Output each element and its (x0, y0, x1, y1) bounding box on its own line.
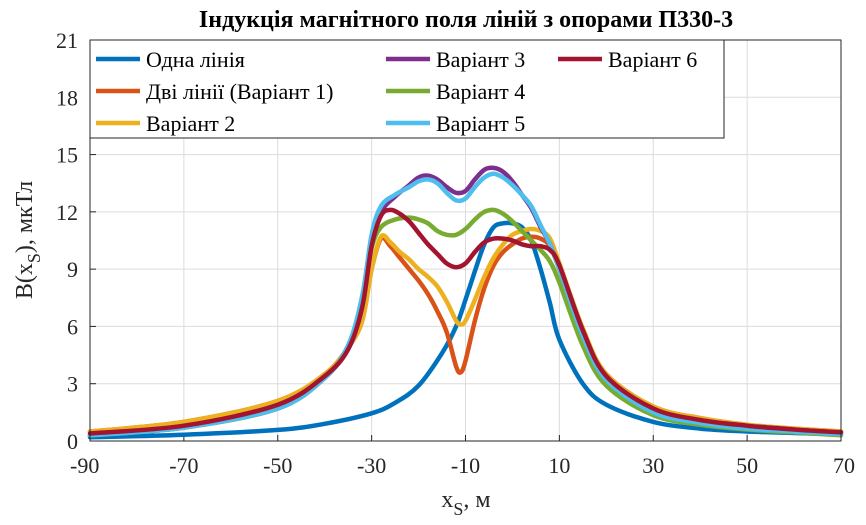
y-tick-label: 18 (56, 85, 78, 110)
legend: Одна лінія Дві лінії (Варіант 1) Варіант 2… (89, 39, 725, 139)
y-tick-label: 3 (67, 372, 78, 397)
series-layer (87, 165, 844, 440)
y-tick-label: 0 (67, 429, 78, 454)
y-tick-labels: 0 3 6 9 12 15 18 21 (56, 28, 78, 454)
x-tick-label: 10 (548, 453, 570, 478)
x-tick-label: -30 (357, 453, 386, 478)
y-tick-label: 9 (67, 257, 78, 282)
y-tick-label: 21 (56, 28, 78, 53)
x-tick-labels: -90 -70 -50 -30 -10 10 30 50 70 (70, 453, 855, 478)
x-tick-label: -10 (451, 453, 480, 478)
legend-label: Варіант 4 (436, 79, 525, 104)
x-axis-label: xS, м (441, 487, 490, 519)
x-tick-label: 70 (833, 453, 855, 478)
x-tick-label: 30 (642, 453, 664, 478)
legend-label: Одна лінія (146, 47, 245, 72)
y-tick-label: 6 (67, 314, 78, 339)
y-axis-label: B(xS), мкТл (12, 181, 44, 299)
legend-label: Дві лінії (Варіант 1) (146, 79, 333, 104)
x-tick-label: -90 (70, 453, 99, 478)
y-tick-label: 15 (56, 143, 78, 168)
x-tick-label: 50 (736, 453, 758, 478)
legend-label: Варіант 2 (146, 111, 235, 136)
legend-label: Варіант 5 (436, 111, 525, 136)
x-tick-label: -70 (169, 453, 198, 478)
series-line-7 (87, 207, 844, 436)
legend-label: Варіант 6 (608, 47, 697, 72)
series-line-1 (87, 220, 844, 440)
legend-label: Варіант 3 (436, 47, 525, 72)
chart-title: Індукція магнітного поля ліній з опорами… (199, 7, 733, 33)
x-tick-label: -50 (263, 453, 292, 478)
y-tick-label: 12 (56, 200, 78, 225)
